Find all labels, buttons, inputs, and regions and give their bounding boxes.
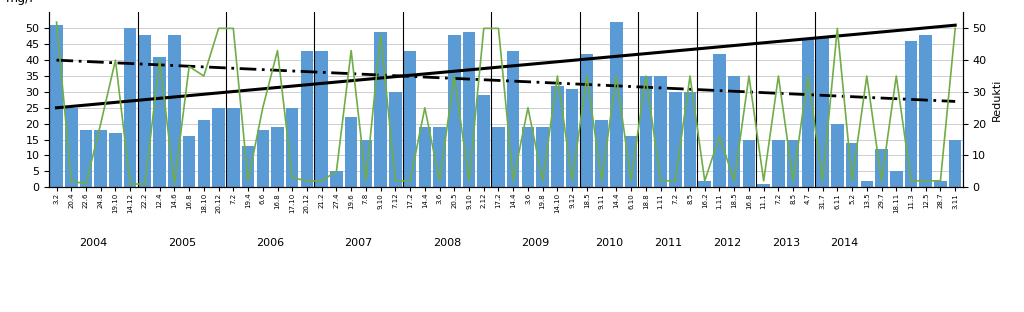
Bar	[625, 136, 637, 187]
Bar	[403, 51, 417, 187]
Bar	[640, 76, 652, 187]
Bar	[389, 92, 401, 187]
Bar	[477, 95, 490, 187]
Bar	[654, 76, 667, 187]
Bar	[758, 184, 770, 187]
Text: 2013: 2013	[772, 238, 800, 248]
Bar	[949, 139, 962, 187]
Bar	[433, 127, 445, 187]
Y-axis label: Redukti: Redukti	[992, 79, 1001, 121]
Bar	[198, 120, 210, 187]
Bar	[449, 35, 461, 187]
Bar	[493, 127, 505, 187]
Text: 2005: 2005	[168, 238, 196, 248]
Bar	[80, 130, 92, 187]
Bar	[728, 76, 740, 187]
Bar	[802, 38, 814, 187]
Text: 2010: 2010	[595, 238, 623, 248]
Bar	[860, 181, 873, 187]
Bar	[227, 108, 240, 187]
Bar	[595, 120, 608, 187]
Bar	[905, 41, 918, 187]
Text: 2006: 2006	[256, 238, 285, 248]
Bar	[816, 38, 828, 187]
Bar	[315, 51, 328, 187]
Bar	[742, 139, 756, 187]
Bar	[271, 127, 284, 187]
Bar	[507, 51, 519, 187]
Text: 2011: 2011	[654, 238, 682, 248]
Bar	[934, 181, 947, 187]
Bar	[110, 133, 122, 187]
Text: 2008: 2008	[433, 238, 461, 248]
Bar	[50, 25, 62, 187]
Bar	[94, 130, 106, 187]
Text: 2014: 2014	[830, 238, 859, 248]
Bar	[212, 108, 225, 187]
Bar	[551, 85, 563, 187]
Bar	[772, 139, 784, 187]
Bar	[138, 35, 152, 187]
Bar	[345, 117, 357, 187]
Bar	[846, 143, 858, 187]
Text: 2004: 2004	[79, 238, 108, 248]
Bar	[713, 54, 726, 187]
Bar	[256, 130, 269, 187]
Bar	[786, 139, 800, 187]
Bar	[566, 89, 579, 187]
Bar	[183, 136, 196, 187]
Bar	[876, 149, 888, 187]
Bar	[330, 171, 343, 187]
Bar	[669, 92, 682, 187]
Bar	[610, 22, 623, 187]
Bar	[920, 35, 932, 187]
Bar	[375, 32, 387, 187]
Bar	[684, 92, 696, 187]
Bar	[698, 181, 711, 187]
Bar	[154, 57, 166, 187]
Text: 2007: 2007	[344, 238, 373, 248]
Bar	[65, 108, 78, 187]
Bar	[581, 54, 593, 187]
Bar	[124, 28, 136, 187]
Y-axis label: mg/l: mg/l	[6, 0, 34, 6]
Bar	[419, 127, 431, 187]
Bar	[831, 124, 844, 187]
Bar	[463, 32, 475, 187]
Bar	[242, 146, 254, 187]
Bar	[301, 51, 313, 187]
Text: 2012: 2012	[713, 238, 741, 248]
Bar	[168, 35, 180, 187]
Text: 2009: 2009	[521, 238, 550, 248]
Bar	[286, 108, 299, 187]
Bar	[359, 139, 372, 187]
Bar	[890, 171, 902, 187]
Bar	[521, 127, 535, 187]
Bar	[537, 127, 549, 187]
